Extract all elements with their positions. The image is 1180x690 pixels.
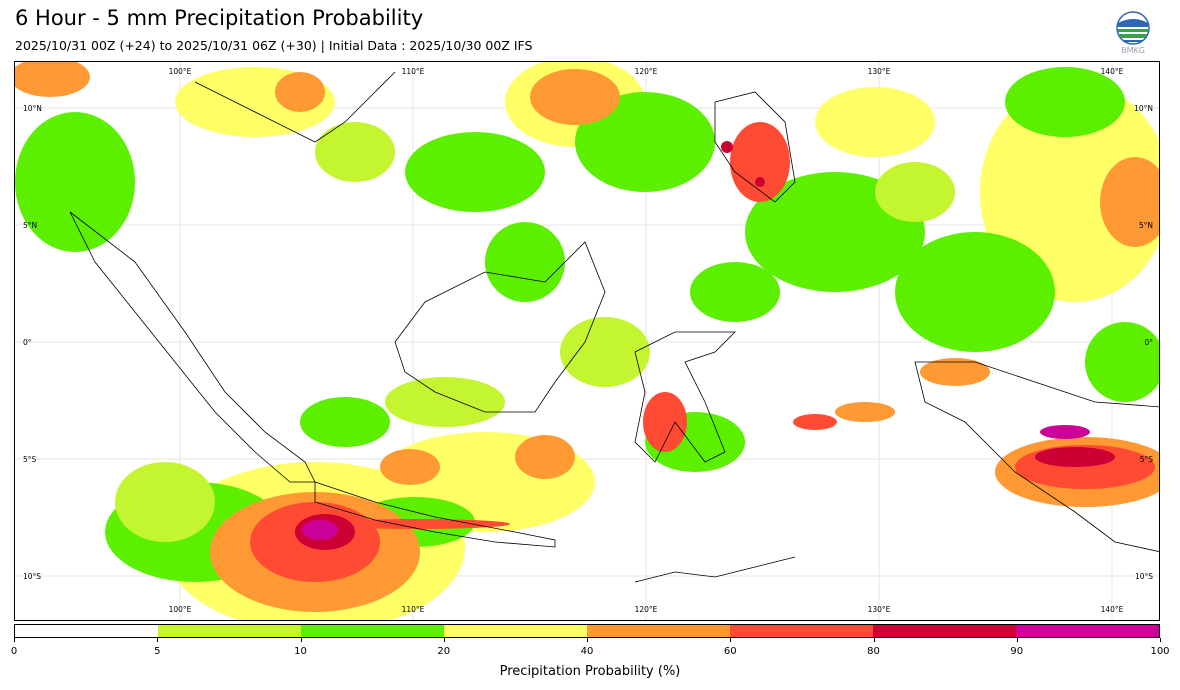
svg-text:BMKG: BMKG: [1121, 46, 1145, 55]
colorbar-tick-mark: [14, 638, 15, 642]
lon-label-top: 140°E: [1101, 67, 1124, 76]
colorbar-tick-mark: [587, 638, 588, 642]
colorbar-tick-label: 100: [1150, 646, 1170, 657]
colorbar-segment: [873, 625, 1016, 637]
colorbar-segment: [587, 625, 730, 637]
coastlines: [69, 71, 1159, 583]
precip-field-10-20: [15, 67, 1159, 582]
colorbar: [14, 624, 1160, 638]
lat-label-left: 10°S: [23, 572, 41, 581]
colorbar-tick-label: 60: [723, 646, 737, 657]
lon-label-top: 120°E: [635, 67, 658, 76]
chart-title: 6 Hour - 5 mm Precipitation Probability: [15, 6, 424, 30]
lat-label-right: 5°S: [1140, 455, 1154, 464]
lat-label-left: 5°N: [23, 221, 37, 230]
lon-label-bottom: 120°E: [635, 605, 658, 614]
lat-label-right: 10°N: [1134, 104, 1153, 113]
colorbar-tick-label: 10: [294, 646, 307, 657]
colorbar-segment: [301, 625, 444, 637]
lat-label-right: 5°N: [1139, 221, 1153, 230]
colorbar-tick-label: 80: [867, 646, 880, 657]
lat-label-left: 0°: [23, 338, 32, 347]
colorbar-segment: [1016, 625, 1159, 637]
colorbar-segment: [158, 625, 301, 637]
precip-field-90-100: [302, 425, 1090, 540]
colorbar-tick-mark: [443, 638, 445, 642]
colorbar-segment: [444, 625, 587, 637]
lon-label-bottom: 130°E: [868, 605, 891, 614]
colorbar-tick-mark: [730, 638, 732, 642]
lon-label-top: 110°E: [402, 67, 425, 76]
colorbar-tick-mark: [1016, 638, 1018, 642]
lon-label-bottom: 140°E: [1101, 605, 1124, 614]
lat-label-left: 5°S: [23, 455, 37, 464]
colorbar-tick-label: 20: [437, 646, 451, 657]
lon-label-bottom: 110°E: [402, 605, 425, 614]
colorbar-segment: [730, 625, 873, 637]
lat-label-right: 10°S: [1135, 572, 1153, 581]
precip-field-5-10: [115, 122, 955, 542]
precipitation-map: 100°E 110°E 120°E 130°E 140°E 100°E 110°…: [14, 61, 1160, 621]
colorbar-tick-label: 40: [580, 646, 594, 657]
colorbar-tick-label: 0: [10, 646, 18, 657]
colorbar-tick-mark: [873, 638, 875, 642]
bmkg-logo-icon: BMKG: [1115, 11, 1151, 55]
colorbar-segment: [15, 625, 158, 637]
lat-label-right: 0°: [1144, 338, 1153, 347]
colorbar-tick-mark: [157, 638, 159, 642]
lon-label-bottom: 100°E: [169, 605, 192, 614]
colorbar-tick-label: 5: [154, 646, 161, 657]
lat-label-left: 10°N: [23, 104, 42, 113]
colorbar-tick-label: 90: [1010, 646, 1024, 657]
lon-label-top: 130°E: [868, 67, 891, 76]
chart-subtitle: 2025/10/31 00Z (+24) to 2025/10/31 06Z (…: [15, 38, 533, 53]
colorbar-tick-mark: [1160, 638, 1161, 642]
colorbar-label: Precipitation Probability (%): [499, 664, 681, 679]
colorbar-tick-mark: [300, 638, 302, 642]
lon-label-top: 100°E: [169, 67, 192, 76]
